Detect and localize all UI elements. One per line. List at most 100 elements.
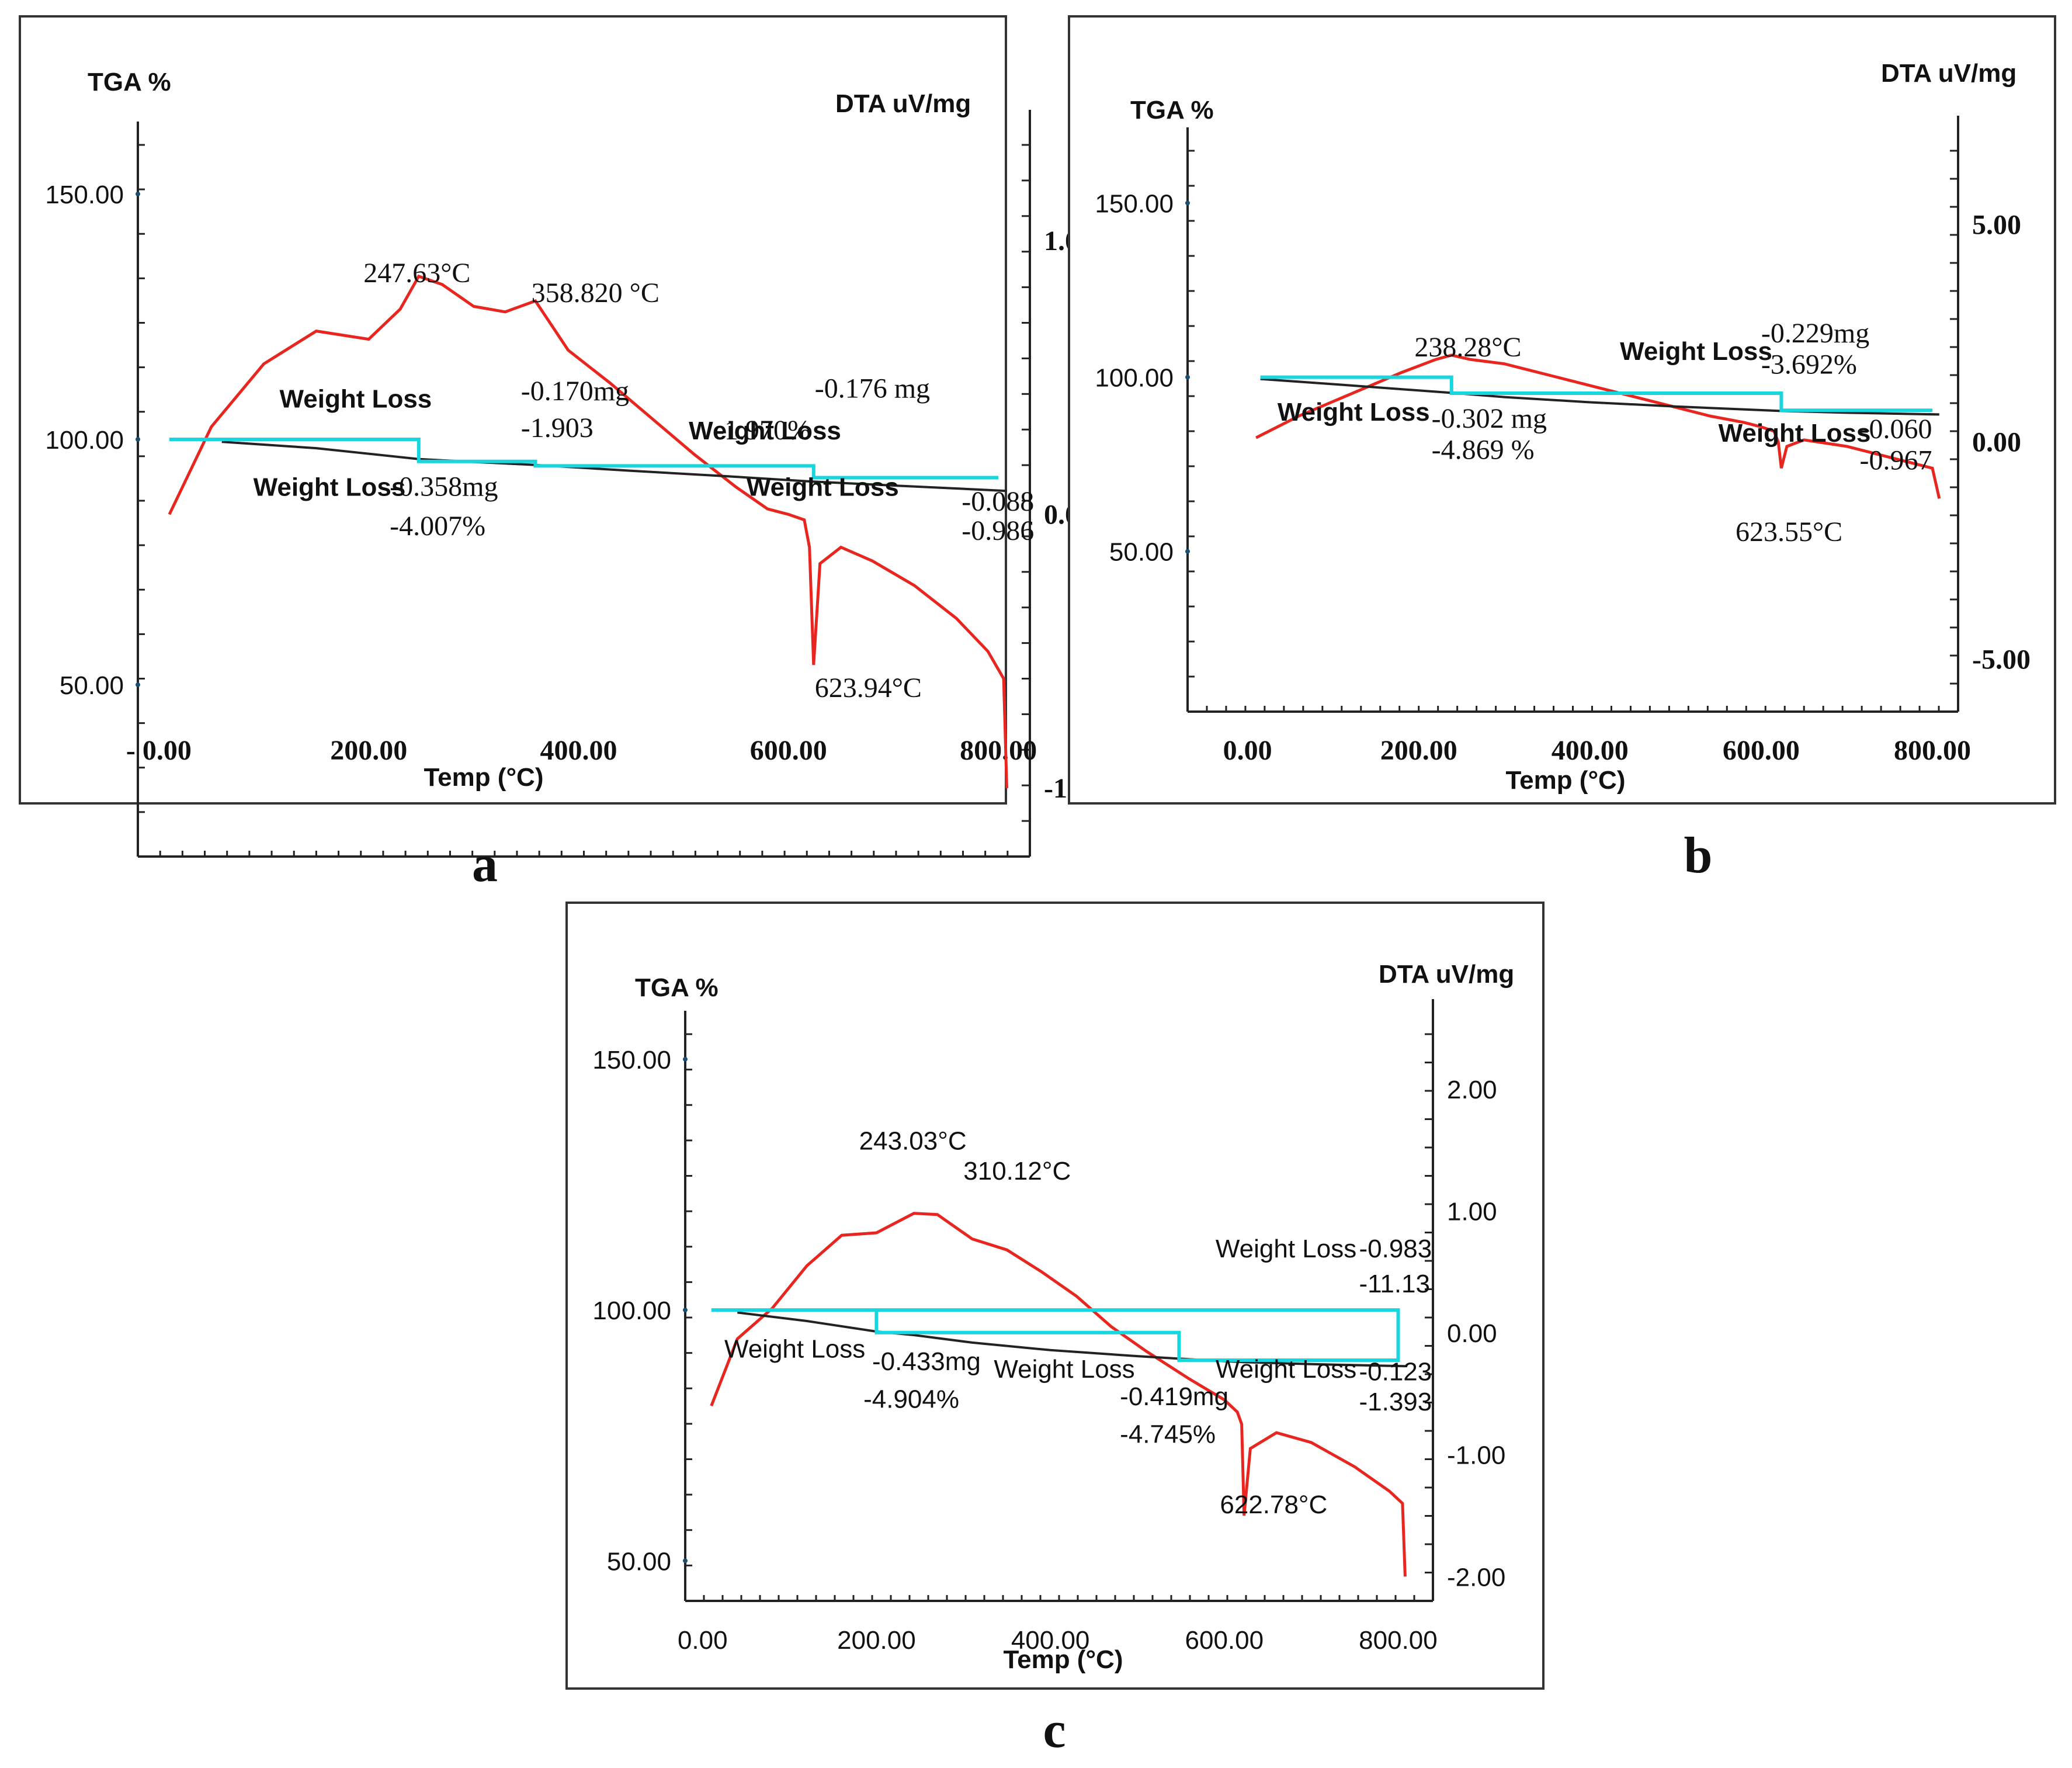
panel-letter: c: [1043, 1702, 1065, 1759]
annotation-label: -0.358mg: [390, 472, 498, 502]
panel-letter: a: [472, 836, 498, 893]
annotation-label: -0.088: [962, 486, 1034, 517]
left-tick-label: 150.00: [45, 181, 124, 209]
left-tick-marker: [136, 192, 140, 196]
annotation-label: -0.967: [1859, 445, 1932, 476]
left-axis-label: TGA %: [1130, 96, 1214, 124]
annotation-label: -4.745%: [1120, 1420, 1216, 1449]
annotation-label: -4.007%: [390, 511, 485, 542]
x-tick-label: 400.00: [1011, 1626, 1090, 1655]
right-axis-label: DTA uV/mg: [835, 89, 971, 118]
annotation-label: -1.903: [521, 412, 594, 443]
x-tick-label: 200.00: [1380, 735, 1457, 766]
left-tick-marker: [1185, 200, 1190, 206]
annotation-label: 623.94°C: [815, 672, 922, 703]
x-tick-label: 800.00: [1359, 1626, 1438, 1655]
left-tick-label: 150.00: [1095, 189, 1174, 218]
annotation-label: -0.123: [1359, 1357, 1432, 1386]
x-tick-label: 800.00: [1894, 735, 1971, 766]
annotation-label: -1.393: [1359, 1388, 1432, 1416]
left-tick-marker: [683, 1308, 688, 1313]
annotation-label: Weight Loss: [724, 1335, 865, 1364]
panel-a: - 0.00 200.00 400.00 600.00 800.00 150.00 100.…: [19, 15, 1102, 893]
dta-series-line: [1255, 353, 1941, 499]
left-axis-label: TGA %: [88, 68, 171, 96]
left-tick-marker: [136, 682, 140, 687]
left-tick-marker: [1185, 375, 1190, 380]
x-tick-label: 600.00: [750, 735, 827, 766]
annotation-label: 247.63°C: [363, 258, 470, 289]
x-tick-label: 0.00: [678, 1626, 728, 1655]
right-tick-label: 0.00: [1447, 1319, 1497, 1348]
right-tick-label: 0.00: [1972, 427, 2021, 458]
annotation-label: 622.78°C: [1220, 1490, 1327, 1519]
annotation-label: -0.986: [962, 515, 1034, 546]
left-tick-marker: [683, 1056, 688, 1062]
panel-letter: b: [1684, 827, 1713, 884]
annotation-label: Weight Loss: [1216, 1235, 1356, 1263]
annotation-label: Weight Loss: [1620, 337, 1772, 366]
tga-series-line: [737, 1311, 1405, 1368]
annotation-label: -0.983: [1359, 1235, 1432, 1263]
left-tick-marker: [1185, 549, 1190, 554]
left-tick-label: 150.00: [592, 1046, 671, 1074]
annotation-label: Weight Loss: [1278, 398, 1430, 427]
right-tick-label: 1.00: [1447, 1197, 1497, 1226]
left-tick-label: 50.00: [60, 671, 124, 700]
left-tick-label: 50.00: [1109, 538, 1174, 567]
step-series-line: [169, 438, 999, 480]
x-tick-label: 200.00: [330, 735, 407, 766]
right-axis-label: DTA uV/mg: [1379, 960, 1514, 989]
x-axis-label: Temp (°C): [1506, 766, 1626, 795]
dta-series-line: [710, 1212, 1407, 1577]
x-tick-label: 200.00: [837, 1626, 916, 1655]
x-tick-label: - 0.00: [126, 735, 192, 766]
annotation-label: Weight Loss: [1216, 1355, 1356, 1384]
annotation-label: -0.433mg: [872, 1347, 981, 1376]
tga-series-line: [221, 441, 1007, 493]
annotation-label: Weight Loss: [994, 1355, 1134, 1384]
annotation-label: -11.13: [1359, 1270, 1430, 1298]
left-tick-marker: [683, 1558, 688, 1564]
x-tick-label: 0.00: [1223, 735, 1272, 766]
annotation-label: -0.060: [1859, 414, 1932, 445]
right-tick-label: 5.00: [1972, 210, 2021, 241]
left-tick-label: 100.00: [592, 1296, 671, 1325]
x-tick-label: 800.00: [960, 735, 1037, 766]
annotation-label: 243.03°C: [859, 1126, 967, 1155]
right-tick-label: -2.00: [1447, 1563, 1505, 1592]
annotation-label: Weight Loss: [254, 473, 406, 502]
x-tick-label: 400.00: [1552, 735, 1629, 766]
annotation-label: 310.12°C: [963, 1157, 1071, 1185]
left-tick-label: 50.00: [607, 1547, 671, 1576]
left-tick-label: 100.00: [45, 426, 124, 455]
annotation-label: -4.869 %: [1432, 435, 1535, 466]
annotation-label: -1.970%: [715, 415, 811, 446]
annotation-label: -4.904%: [863, 1385, 959, 1414]
annotation-label: -0.302 mg: [1432, 403, 1547, 434]
x-tick-label: 400.00: [540, 735, 617, 766]
annotation-label: Weight Loss: [747, 473, 899, 502]
right-axis-label: DTA uV/mg: [1881, 59, 2017, 88]
panel-frame: [565, 902, 1545, 1690]
right-tick-label: -5.00: [1972, 644, 2031, 675]
left-axis-label: TGA %: [635, 973, 719, 1002]
annotation-label: -0.419mg: [1120, 1382, 1228, 1411]
panel-frame: [19, 15, 1007, 805]
x-axis-label: Temp (°C): [424, 763, 544, 792]
annotation-label: 238.28°C: [1414, 332, 1521, 363]
annotation-label: -3.692%: [1761, 349, 1857, 380]
x-tick-label: 600.00: [1185, 1626, 1264, 1655]
x-axis-label: Temp (°C): [1004, 1645, 1123, 1674]
step-series-line: [1260, 375, 1932, 412]
annotation-label: -0.176 mg: [815, 373, 930, 404]
annotation-label: 623.55°C: [1736, 516, 1842, 547]
x-tick-label: 600.00: [1723, 735, 1800, 766]
panel-b: 0.00 200.00 400.00 600.00 800.00 150.00 100.00…: [1068, 15, 2056, 884]
right-tick-label: 2.00: [1447, 1076, 1497, 1104]
right-tick-label: -1.00: [1447, 1441, 1505, 1470]
left-tick-marker: [136, 437, 140, 442]
left-tick-label: 100.00: [1095, 364, 1174, 393]
annotation-label: -0.229mg: [1761, 318, 1869, 349]
